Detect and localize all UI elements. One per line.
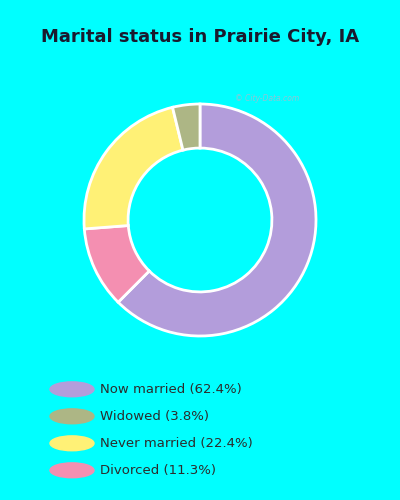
Text: © City-Data.com: © City-Data.com xyxy=(234,94,299,102)
Text: Marital status in Prairie City, IA: Marital status in Prairie City, IA xyxy=(41,28,359,46)
Circle shape xyxy=(50,463,94,477)
Wedge shape xyxy=(172,104,200,150)
Wedge shape xyxy=(84,226,149,302)
Text: Now married (62.4%): Now married (62.4%) xyxy=(100,383,242,396)
Text: Divorced (11.3%): Divorced (11.3%) xyxy=(100,464,216,477)
Text: Widowed (3.8%): Widowed (3.8%) xyxy=(100,410,209,423)
Text: Never married (22.4%): Never married (22.4%) xyxy=(100,437,253,450)
Wedge shape xyxy=(84,108,183,229)
Circle shape xyxy=(50,382,94,396)
Wedge shape xyxy=(118,104,316,336)
Circle shape xyxy=(50,409,94,424)
Circle shape xyxy=(50,436,94,450)
